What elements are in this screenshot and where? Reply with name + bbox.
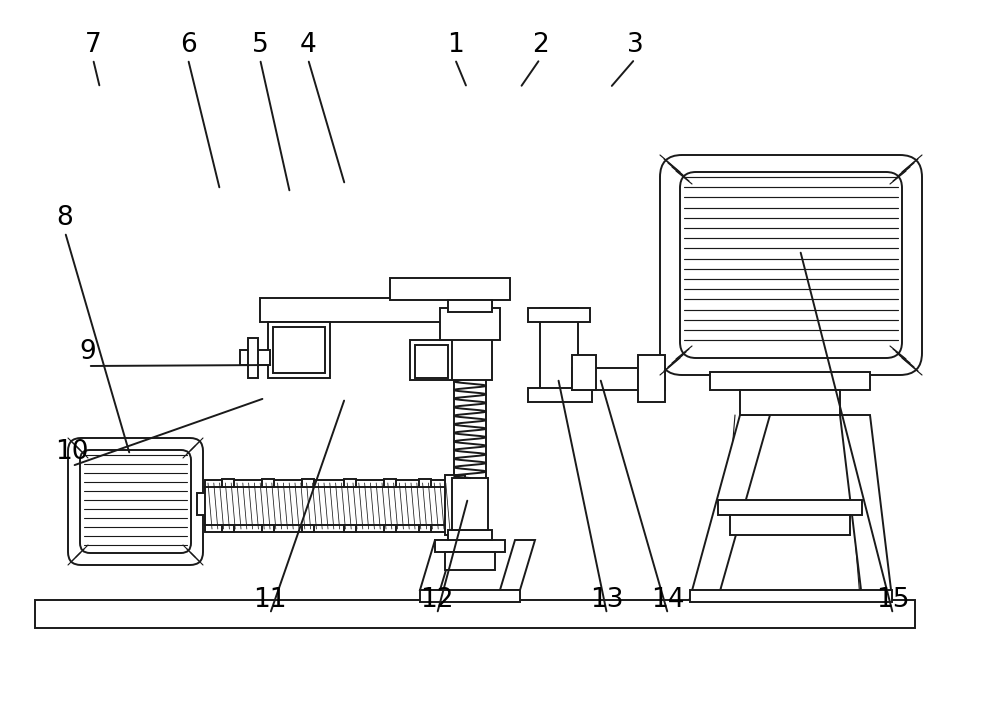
Bar	[205, 480, 455, 532]
Bar	[718, 500, 862, 515]
Bar	[415, 345, 448, 378]
Bar	[448, 300, 492, 312]
Text: 13: 13	[590, 587, 624, 613]
Bar	[448, 530, 492, 540]
Bar	[572, 355, 596, 390]
Bar	[452, 478, 488, 530]
Text: 15: 15	[876, 587, 910, 613]
Bar	[344, 525, 356, 532]
Polygon shape	[840, 415, 892, 598]
Text: 12: 12	[420, 587, 454, 613]
Bar	[528, 388, 592, 402]
Bar	[419, 479, 431, 487]
Polygon shape	[690, 415, 770, 598]
Text: 3: 3	[627, 32, 643, 58]
FancyBboxPatch shape	[660, 155, 922, 375]
Bar	[690, 590, 892, 602]
Bar	[445, 475, 465, 535]
Bar	[419, 525, 431, 532]
Bar	[344, 479, 356, 487]
Text: 9: 9	[80, 339, 96, 365]
Bar	[260, 298, 492, 322]
Bar	[197, 493, 215, 515]
Bar	[384, 479, 396, 487]
Text: 11: 11	[253, 587, 287, 613]
Bar	[222, 525, 234, 532]
Text: 1: 1	[447, 32, 463, 58]
Bar	[35, 600, 915, 628]
Text: 7: 7	[85, 32, 101, 58]
Bar	[450, 308, 492, 380]
Bar	[445, 552, 495, 570]
Bar	[222, 479, 234, 487]
Text: 2: 2	[532, 32, 548, 58]
Bar	[268, 322, 330, 378]
Bar	[302, 525, 314, 532]
Bar	[740, 390, 840, 415]
Bar	[420, 590, 520, 602]
Bar	[638, 368, 665, 390]
Bar	[572, 368, 660, 390]
Text: 4: 4	[300, 32, 316, 58]
Text: 5: 5	[252, 32, 268, 58]
Text: 10: 10	[55, 439, 89, 465]
Bar	[440, 308, 500, 340]
FancyBboxPatch shape	[680, 172, 902, 358]
Bar	[262, 525, 274, 532]
Bar	[273, 327, 325, 373]
Bar	[528, 308, 590, 322]
Bar	[262, 479, 274, 487]
Bar	[435, 540, 505, 552]
Bar	[248, 338, 258, 378]
Polygon shape	[420, 540, 455, 590]
Text: 6: 6	[180, 32, 196, 58]
Bar	[384, 525, 396, 532]
Bar	[730, 515, 850, 535]
Text: 14: 14	[651, 587, 685, 613]
FancyBboxPatch shape	[68, 438, 203, 565]
Bar	[240, 350, 270, 365]
Bar	[390, 278, 510, 300]
Bar	[302, 479, 314, 487]
Bar	[205, 487, 455, 525]
FancyBboxPatch shape	[80, 450, 191, 553]
Bar	[638, 355, 665, 402]
Text: 8: 8	[57, 205, 73, 231]
Bar	[710, 372, 870, 390]
Polygon shape	[500, 540, 535, 590]
Bar	[410, 340, 452, 380]
Bar	[540, 308, 578, 398]
